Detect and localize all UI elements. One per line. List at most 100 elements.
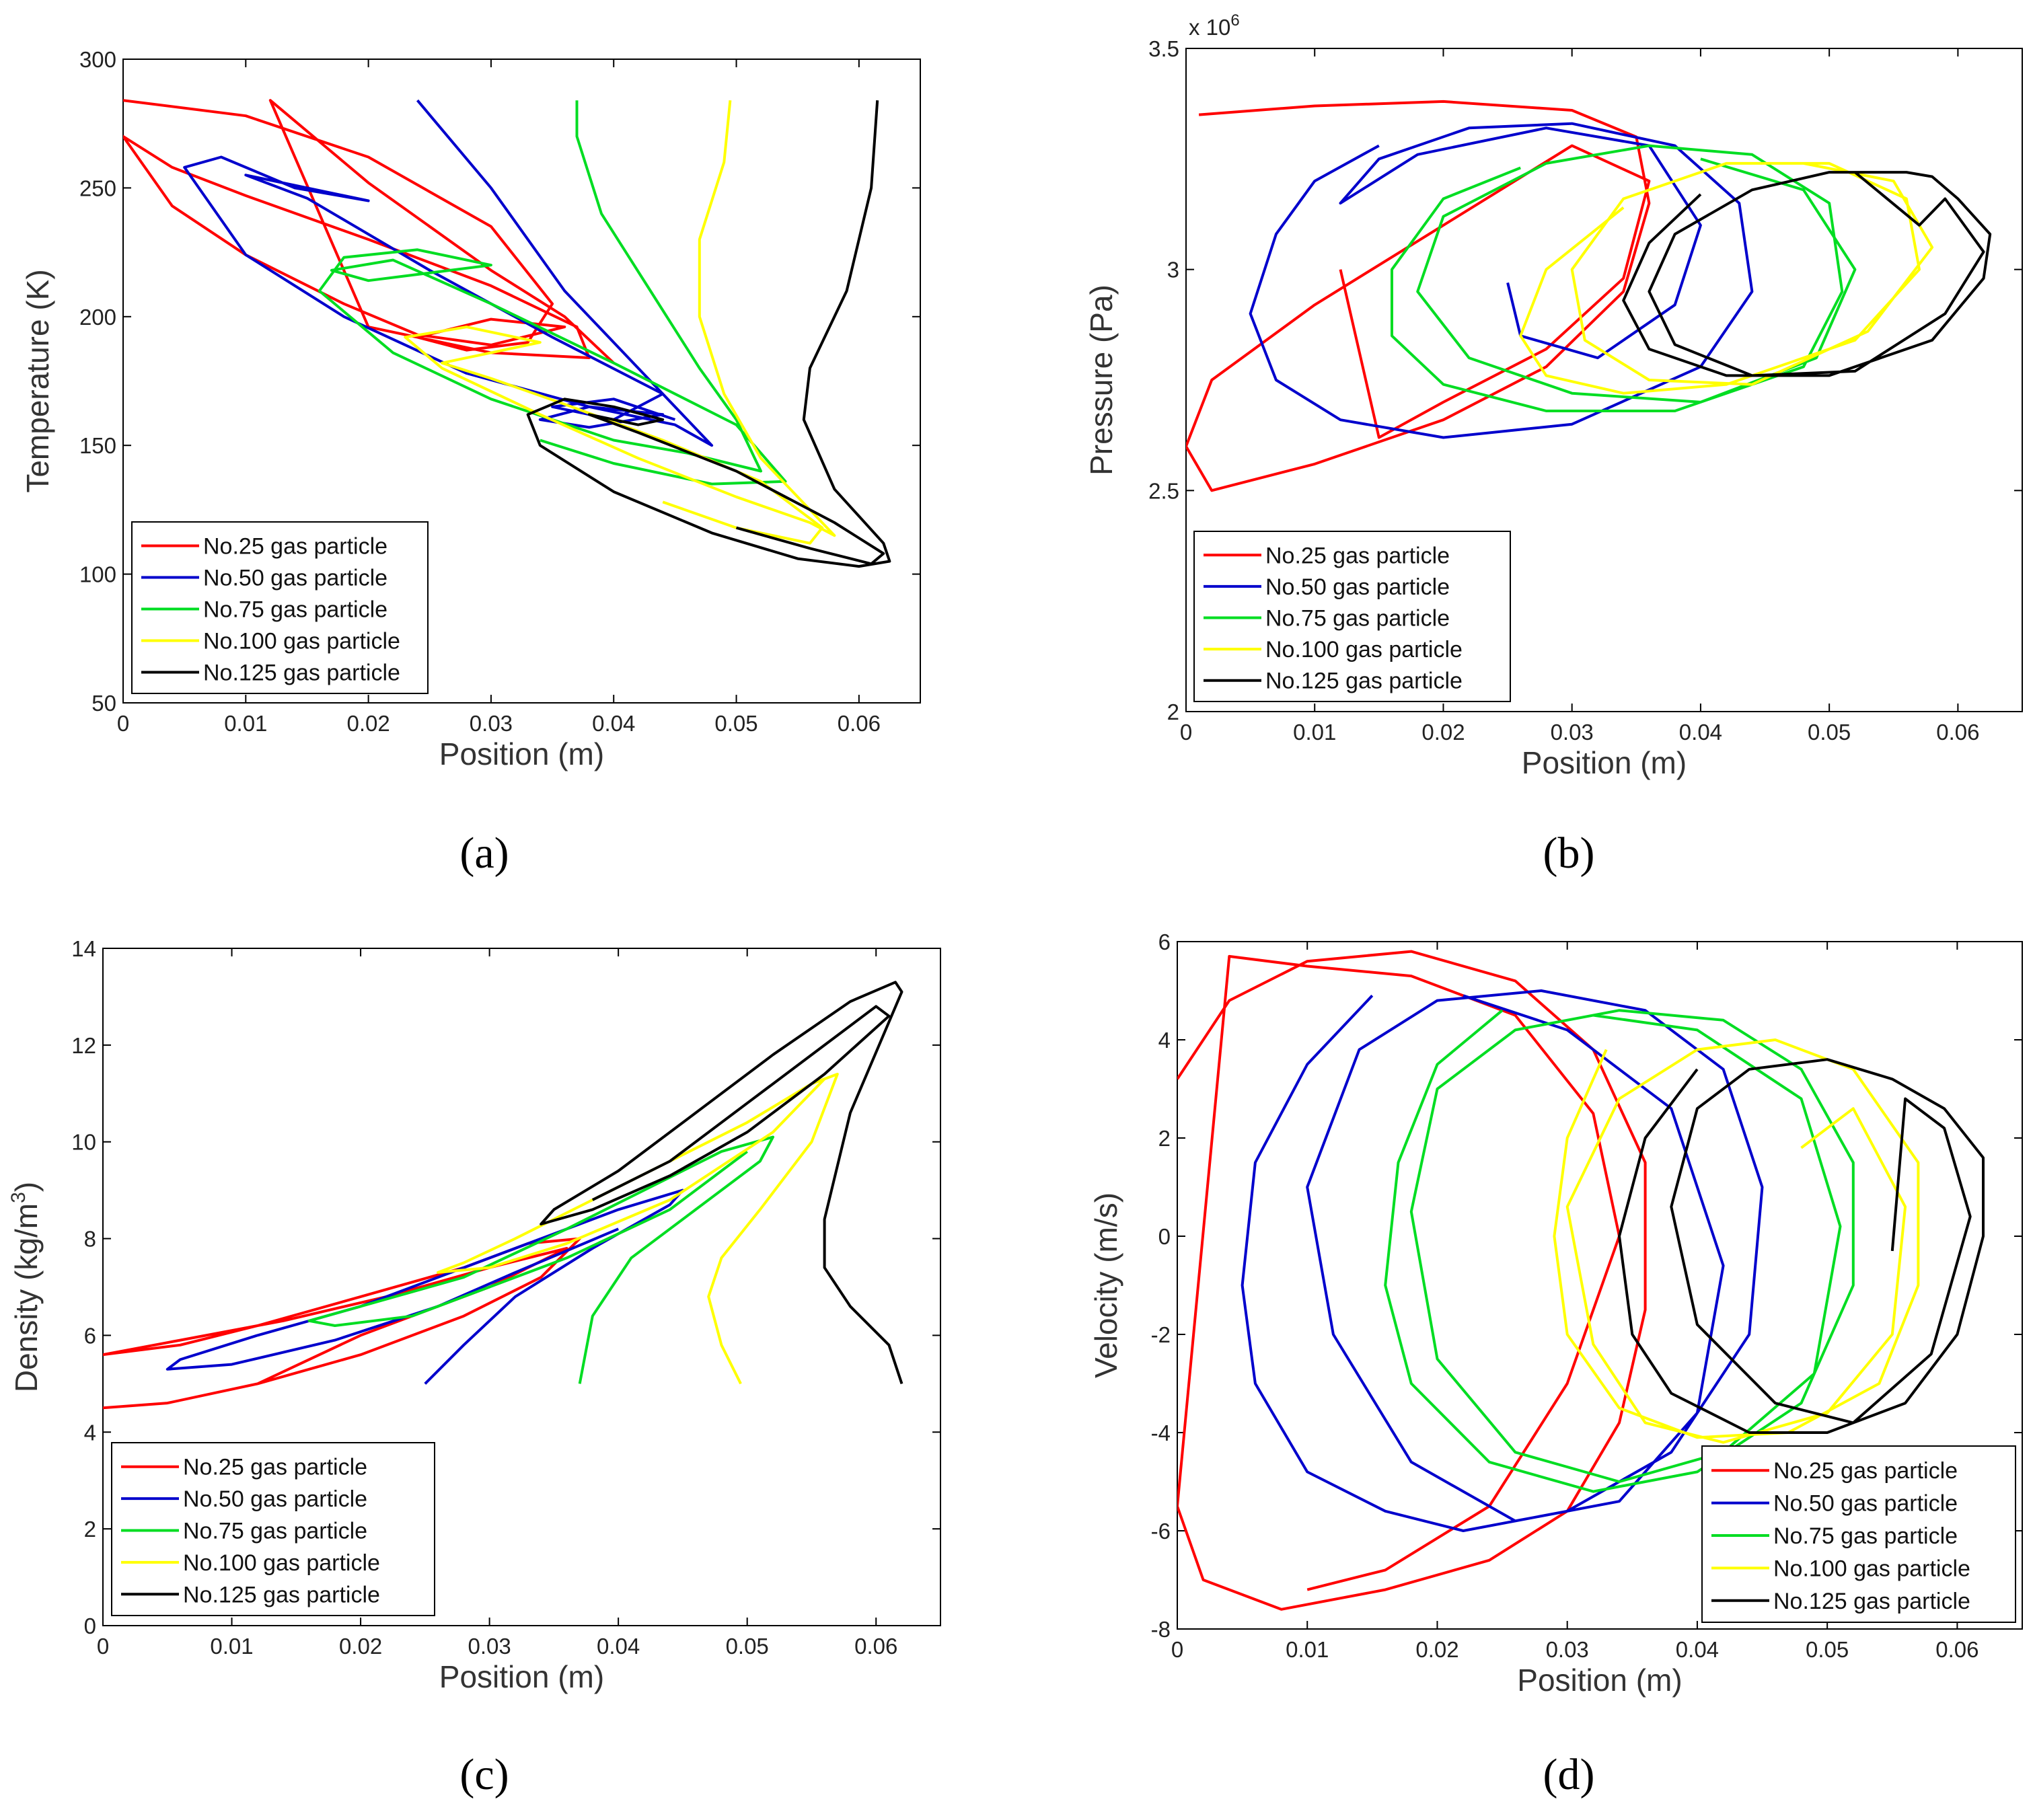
y-tick-label: 4 xyxy=(1158,1028,1171,1053)
x-tick-label: 0.02 xyxy=(1415,1637,1458,1662)
y-exponent-label: x 106 xyxy=(1189,11,1240,40)
x-tick-label: 0.06 xyxy=(1935,1637,1979,1662)
x-tick-label: 0 xyxy=(1171,1637,1183,1662)
y-tick-label: 300 xyxy=(79,47,116,72)
legend-entry: No.50 gas particle xyxy=(1773,1491,1958,1517)
y-tick-label: 2 xyxy=(1167,699,1179,724)
y-tick-label: 14 xyxy=(71,936,96,961)
y-tick-label: -8 xyxy=(1151,1617,1171,1642)
y-tick-label: -4 xyxy=(1151,1420,1171,1445)
legend-entry: No.75 gas particle xyxy=(183,1519,367,1544)
legend-entry: No.125 gas particle xyxy=(203,660,400,686)
y-tick-label: 50 xyxy=(91,691,116,716)
x-tick-label: 0.01 xyxy=(1293,720,1336,745)
y-tick-label: 0 xyxy=(84,1614,96,1638)
y-axis-label: Temperature (K) xyxy=(20,269,55,492)
series-line-yellow xyxy=(1553,1038,1920,1444)
series-line-yellow xyxy=(1519,161,1934,395)
x-tick-label: 0.02 xyxy=(339,1634,382,1659)
y-tick-label: 150 xyxy=(79,433,116,458)
legend: No.25 gas particle No.50 gas particle No.7… xyxy=(1701,1445,2016,1623)
x-tick-label: 0 xyxy=(97,1634,109,1659)
series-line-blue xyxy=(183,99,714,447)
y-tick-label: 3 xyxy=(1167,258,1179,282)
chart-panel-a: 0 0.01 0.02 0.03 0.04 0.05 0.06 50 100 150 200 250 3… xyxy=(20,47,921,878)
x-tick-label: 0.01 xyxy=(224,711,267,736)
series-line-black xyxy=(540,981,903,1385)
legend-entry: No.25 gas particle xyxy=(183,1455,367,1480)
x-axis-label: Position (m) xyxy=(439,1659,604,1694)
legend-entry: No.75 gas particle xyxy=(1265,606,1450,632)
legend: No.25 gas particle No.50 gas particle No.7… xyxy=(131,521,429,694)
x-tick-label: 0.05 xyxy=(1806,1637,1849,1662)
legend-entry: No.50 gas particle xyxy=(183,1486,367,1512)
legend-entry: No.25 gas particle xyxy=(1265,543,1450,568)
x-tick-label: 0.05 xyxy=(1808,720,1851,745)
legend-entry: No.75 gas particle xyxy=(203,597,387,623)
panel-label-a: (a) xyxy=(459,829,509,878)
x-tick-label: 0.02 xyxy=(346,711,390,736)
y-tick-label: 2 xyxy=(84,1517,96,1542)
series-line-green xyxy=(1391,144,1857,412)
legend-entry: No.50 gas particle xyxy=(1265,574,1450,600)
legend-entry: No.25 gas particle xyxy=(203,534,387,560)
legend-entry: No.100 gas particle xyxy=(1265,637,1463,662)
legend-entry: No.125 gas particle xyxy=(183,1582,380,1607)
x-tick-label: 0.04 xyxy=(1679,720,1722,745)
chart-panel-b: 0 0.01 0.02 0.03 0.04 0.05 0.06 2 2.5 3 3.5 x 106 Po… xyxy=(1084,11,2023,878)
x-tick-label: 0.03 xyxy=(1546,1637,1589,1662)
legend-entry: No.100 gas particle xyxy=(183,1550,380,1576)
x-tick-label: 0.04 xyxy=(1676,1637,1719,1662)
y-tick-label: 250 xyxy=(79,176,116,200)
legend-entry: No.75 gas particle xyxy=(1773,1523,1958,1549)
x-tick-label: 0.06 xyxy=(838,711,881,736)
x-tick-label: 0.04 xyxy=(597,1634,640,1659)
series-line-black xyxy=(526,100,891,568)
series-line-blue xyxy=(1249,122,1754,439)
chart-panel-d: 0 0.01 0.02 0.03 0.04 0.05 0.06 -8 -6 -4 -2 0 2 4 6 Pos… xyxy=(1088,930,2023,1799)
y-tick-label: 200 xyxy=(79,305,116,330)
y-tick-label: 3.5 xyxy=(1148,36,1179,61)
x-tick-label: 0.04 xyxy=(592,711,635,736)
y-axis-label-sup: 3 xyxy=(7,1192,30,1203)
y-tick-label: -2 xyxy=(1151,1322,1171,1347)
legend-entry: No.50 gas particle xyxy=(203,566,387,591)
series-line-red xyxy=(103,1237,581,1410)
x-tick-label: 0.05 xyxy=(726,1634,769,1659)
legend-entry: No.100 gas particle xyxy=(203,629,400,654)
series-line-black xyxy=(1618,1058,1985,1434)
legend-entry: No.100 gas particle xyxy=(1773,1556,1970,1581)
legend: No.25 gas particle No.50 gas particle No.7… xyxy=(111,1442,435,1616)
y-tick-label: 100 xyxy=(79,562,116,587)
x-tick-label: 0 xyxy=(1180,720,1192,745)
y-tick-label: 10 xyxy=(71,1130,96,1155)
x-tick-label: 0.06 xyxy=(1936,720,1979,745)
y-tick-label: -6 xyxy=(1151,1519,1171,1544)
y-tick-label: 6 xyxy=(84,1323,96,1348)
series-line-red xyxy=(1186,100,1651,492)
legend-entry: No.25 gas particle xyxy=(1773,1458,1958,1484)
x-tick-label: 0.01 xyxy=(1286,1637,1329,1662)
x-tick-label: 0 xyxy=(117,711,129,736)
y-axis-label: Velocity (m/s) xyxy=(1088,1192,1123,1378)
series-line-black xyxy=(1622,171,1992,377)
panel-label-d: (d) xyxy=(1543,1750,1595,1799)
x-tick-label: 0.02 xyxy=(1421,720,1465,745)
panel-label-c: (c) xyxy=(459,1750,509,1799)
y-tick-label: 12 xyxy=(71,1033,96,1058)
y-axis-label: Pressure (Pa) xyxy=(1084,285,1119,476)
x-tick-label: 0.01 xyxy=(210,1634,253,1659)
series-line-blue xyxy=(165,1188,684,1385)
series-line-blue xyxy=(1241,989,1764,1532)
x-axis-label: Position (m) xyxy=(1522,745,1687,780)
y-axis-label-end: ) xyxy=(9,1182,44,1192)
chart-panel-c: 0 0.01 0.02 0.03 0.04 0.05 0.06 0 2 4 6 8 10 12 14 Posi… xyxy=(7,936,941,1799)
x-axis-label: Position (m) xyxy=(1517,1663,1682,1698)
x-tick-label: 0.03 xyxy=(470,711,513,736)
y-tick-label: 2 xyxy=(1158,1126,1171,1151)
y-axis-label: Density (kg/m3) xyxy=(7,1182,44,1392)
panel-label-b: (b) xyxy=(1543,829,1595,878)
series-line-green xyxy=(318,100,787,486)
x-tick-label: 0.06 xyxy=(854,1634,897,1659)
